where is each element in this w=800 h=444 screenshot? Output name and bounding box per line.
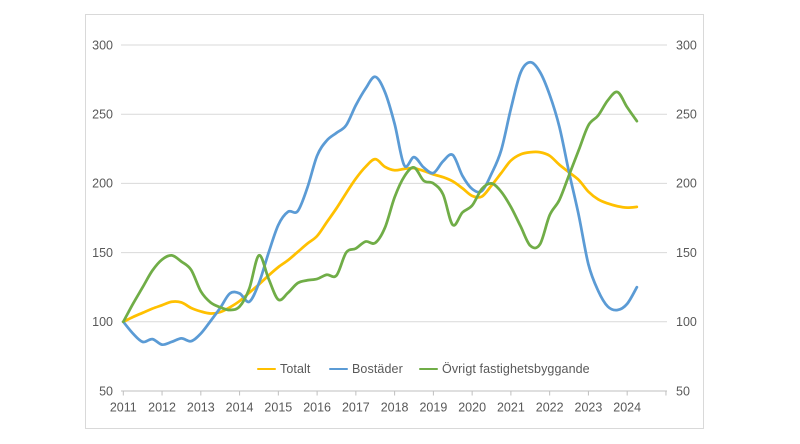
- x-axis-label-2011: 2011: [110, 401, 137, 415]
- y-axis-label-left-250: 250: [92, 108, 113, 122]
- chart-border: [85, 14, 704, 429]
- x-axis-label-2015: 2015: [264, 401, 292, 415]
- y-axis-label-left-50: 50: [99, 384, 113, 398]
- y-axis-label-right-250: 250: [676, 108, 697, 122]
- y-axis-label-right-50: 50: [676, 384, 690, 398]
- y-axis-label-right-100: 100: [676, 315, 697, 329]
- x-axis-label-2012: 2012: [148, 401, 176, 415]
- x-axis-label-2024: 2024: [613, 401, 641, 415]
- y-axis-label-left-100: 100: [92, 315, 113, 329]
- x-axis-label-2021: 2021: [497, 401, 525, 415]
- y-axis-label-left-150: 150: [92, 246, 113, 260]
- x-axis-label-2019: 2019: [419, 401, 447, 415]
- x-axis-label-2023: 2023: [575, 401, 603, 415]
- series-line--vrigt-fastighetsbyggande: [121, 90, 639, 324]
- series-line-bost-der: [121, 60, 639, 347]
- x-axis-label-2013: 2013: [187, 401, 215, 415]
- y-axis-label-right-150: 150: [676, 246, 697, 260]
- y-axis-label-right-200: 200: [676, 177, 697, 191]
- x-axis-label-2017: 2017: [342, 401, 370, 415]
- series-line-totalt: [121, 150, 639, 324]
- x-axis-label-2020: 2020: [458, 401, 486, 415]
- x-axis-label-2022: 2022: [536, 401, 564, 415]
- y-axis-label-left-200: 200: [92, 177, 113, 191]
- x-axis-label-2018: 2018: [381, 401, 409, 415]
- x-axis-label-2016: 2016: [303, 401, 331, 415]
- x-axis-label-2014: 2014: [226, 401, 254, 415]
- y-axis-label-right-300: 300: [676, 38, 697, 52]
- y-axis-label-left-300: 300: [92, 38, 113, 52]
